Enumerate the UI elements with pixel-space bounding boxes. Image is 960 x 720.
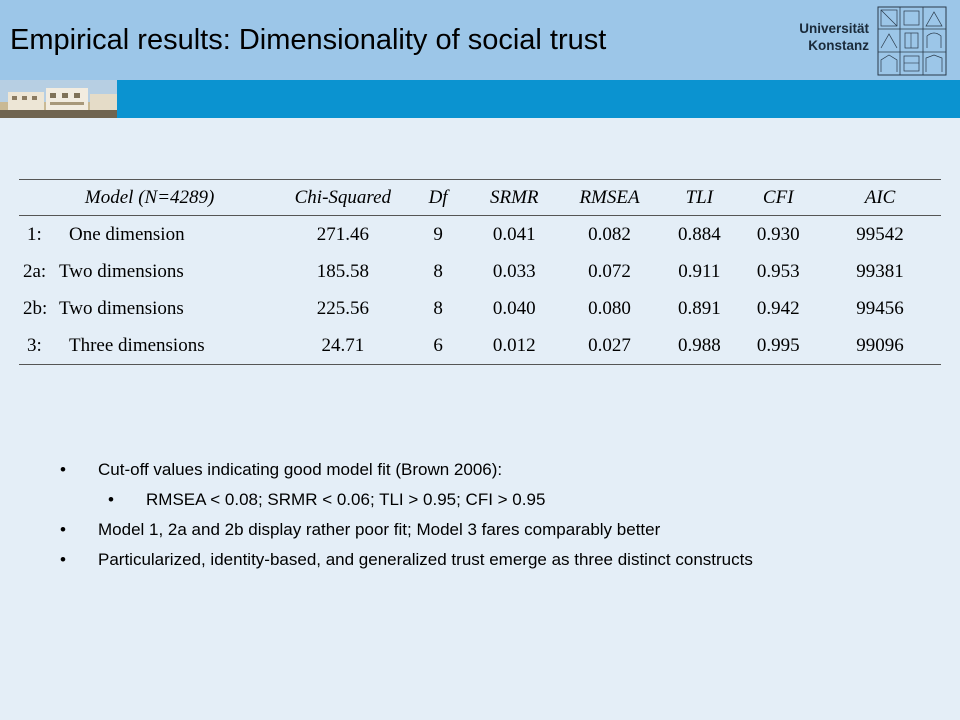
university-emblem-icon [877, 6, 947, 76]
cell-df: 9 [433, 223, 443, 245]
cell-srmr: 0.033 [492, 260, 536, 282]
header-band [0, 80, 960, 118]
col-header-cfi: CFI [737, 179, 820, 216]
cell-model: 3: Three dimensions [19, 327, 281, 365]
model-name: One dimension [69, 223, 185, 245]
col-header-df: Df [405, 179, 471, 216]
slide-title: Empirical results: Dimensionality of soc… [10, 24, 607, 56]
campus-photo [0, 80, 117, 118]
slide-header: Empirical results: Dimensionality of soc… [0, 0, 960, 80]
col-header-rmsea: RMSEA [557, 179, 662, 216]
cell-aic: 99542 [856, 223, 904, 245]
cell-rmsea: 0.027 [557, 327, 662, 365]
cell-cfi: 0.930 [756, 223, 800, 245]
cell-rmsea: 0.072 [588, 260, 631, 282]
cell-tli: 0.911 [678, 260, 721, 282]
model-index: 2a: [23, 260, 47, 282]
cell-chi-squared: 24.71 [280, 327, 406, 365]
cell-srmr: 0.040 [492, 297, 536, 319]
table-row: 2b: Two dimensions 225.56 8 0.040 0.080 0… [19, 290, 941, 327]
cell-cfi: 0.995 [737, 327, 820, 365]
model-index: 2b: [23, 297, 48, 319]
logo-line-2: Konstanz [808, 38, 869, 53]
university-logo-text: Universität Konstanz [797, 20, 869, 54]
table-header-row: Model (N=4289) Chi-Squared Df SRMR RMSEA… [19, 179, 941, 216]
bullet-cutoff: Cut-off values indicating good model fit… [60, 458, 860, 482]
cell-rmsea: 0.080 [588, 297, 631, 319]
model-fit-table: Model (N=4289) Chi-Squared Df SRMR RMSEA… [19, 179, 941, 365]
cell-aic: 99096 [819, 327, 941, 365]
cell-srmr: 0.041 [492, 223, 536, 245]
cell-cfi: 0.942 [756, 297, 800, 319]
col-header-tli: TLI [661, 179, 738, 216]
sub-bullet-cutoff-values: RMSEA < 0.08; SRMR < 0.06; TLI > 0.95; C… [60, 488, 860, 512]
cell-aic: 99381 [856, 260, 904, 282]
model-index: 1: [27, 223, 42, 245]
model-name: Three dimensions [69, 334, 205, 356]
cell-cfi: 0.953 [756, 260, 800, 282]
cell-model: 1: One dimension [19, 216, 280, 254]
bullet-model-fit: Model 1, 2a and 2b display rather poor f… [60, 518, 860, 542]
bullet-list: Cut-off values indicating good model fit… [60, 458, 860, 578]
cell-chi-squared: 185.58 [316, 260, 369, 282]
bullet-trust-constructs: Particularized, identity-based, and gene… [60, 548, 860, 572]
cell-df: 6 [405, 327, 471, 365]
logo-line-1: Universität [799, 21, 869, 36]
model-name: Two dimensions [59, 260, 184, 282]
table-row: 2a: Two dimensions 185.58 8 0.033 0.072 0… [19, 253, 941, 290]
cell-df: 8 [433, 260, 443, 282]
cell-tli: 0.988 [661, 327, 738, 365]
cell-tli: 0.884 [677, 223, 721, 245]
cell-rmsea: 0.082 [588, 223, 631, 245]
col-header-srmr: SRMR [470, 179, 558, 216]
cell-model: 2b: Two dimensions [19, 290, 280, 327]
cell-tli: 0.891 [677, 297, 721, 319]
cell-chi-squared: 271.46 [316, 223, 369, 245]
cell-model: 2a: Two dimensions [19, 253, 280, 290]
col-header-chi-squared: Chi-Squared [280, 179, 406, 216]
model-name: Two dimensions [59, 297, 184, 319]
col-header-model: Model (N=4289) [19, 179, 281, 216]
table-row: 1: One dimension 271.46 9 0.041 0.082 0.8… [19, 216, 941, 254]
cell-aic: 99456 [856, 297, 904, 319]
cell-df: 8 [433, 297, 443, 319]
cell-srmr: 0.012 [470, 327, 558, 365]
col-header-aic: AIC [819, 179, 941, 216]
table-row: 3: Three dimensions 24.71 6 0.012 0.027 0… [19, 327, 941, 365]
model-index: 3: [27, 334, 42, 356]
cell-chi-squared: 225.56 [316, 297, 369, 319]
